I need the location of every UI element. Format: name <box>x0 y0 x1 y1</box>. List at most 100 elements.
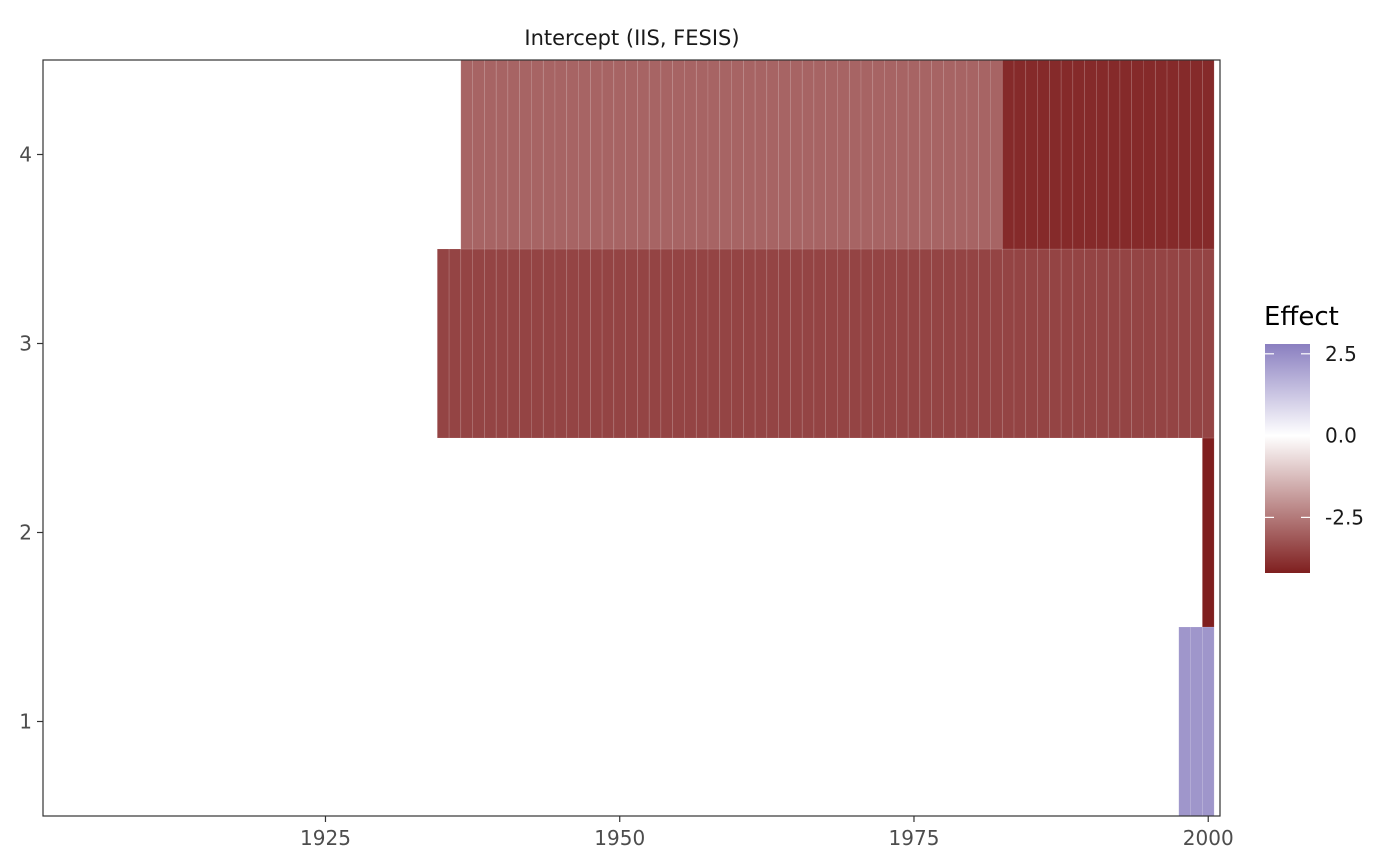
cell-row3-1975 <box>907 248 921 439</box>
cell-row4-1991 <box>1096 59 1109 250</box>
y-tick-label-3: 3 <box>19 332 32 356</box>
cell-row4-2000 <box>1202 59 1215 250</box>
cell-row4-1939 <box>484 59 497 250</box>
cell-row4-1990 <box>1084 59 1097 250</box>
cell-row3-1973 <box>884 248 897 439</box>
cell-row3-2000 <box>1202 248 1215 439</box>
cell-row4-1963 <box>766 59 779 250</box>
x-tick-label-1975: 1975 <box>889 826 940 850</box>
cell-row4-1972 <box>872 59 885 250</box>
cell-row4-1968 <box>825 59 838 250</box>
cell-row4-1962 <box>754 59 768 250</box>
cell-row3-1984 <box>1013 248 1027 439</box>
chart-title: Intercept (IIS, FESIS) <box>524 26 739 50</box>
cell-row4-1983 <box>1001 59 1015 250</box>
cell-row3-1937 <box>460 248 473 439</box>
cell-row4-1949 <box>601 59 615 250</box>
cell-row3-1966 <box>801 248 815 439</box>
cell-row3-1938 <box>472 248 485 439</box>
cell-row4-1948 <box>590 59 603 250</box>
legend-tick-label-2: -2.5 <box>1325 505 1364 529</box>
cell-row3-1959 <box>719 248 732 439</box>
cell-row3-1943 <box>531 248 544 439</box>
cell-row4-1950 <box>613 59 626 250</box>
cell-row4-1978 <box>943 59 956 250</box>
cell-row4-1989 <box>1072 59 1085 250</box>
cell-row2-2000 <box>1202 437 1215 628</box>
cell-row4-1955 <box>672 59 685 250</box>
cell-row3-1952 <box>637 248 650 439</box>
cell-row1-2000 <box>1202 626 1215 817</box>
cell-row3-1977 <box>931 248 944 439</box>
cell-row4-1940 <box>495 59 509 250</box>
legend-colorbar <box>1265 344 1310 573</box>
cell-row4-1961 <box>743 59 756 250</box>
cell-row4-1956 <box>684 59 697 250</box>
cell-row4-1975 <box>907 59 921 250</box>
cell-row4-1997 <box>1166 59 1180 250</box>
cell-row3-1944 <box>542 248 556 439</box>
cell-row4-1971 <box>860 59 874 250</box>
cell-row3-1956 <box>684 248 697 439</box>
cell-row1-1998 <box>1178 626 1191 817</box>
cell-row3-1987 <box>1049 248 1062 439</box>
cell-row4-1937 <box>460 59 473 250</box>
x-axis: 1925 1950 1975 2000 <box>300 816 1234 850</box>
cell-row3-1978 <box>943 248 956 439</box>
y-tick-label-4: 4 <box>19 143 32 167</box>
cell-row4-1970 <box>848 59 862 250</box>
cell-row3-1990 <box>1084 248 1097 439</box>
cell-row3-1991 <box>1096 248 1109 439</box>
panel-border <box>42 59 1221 817</box>
y-tick-label-1: 1 <box>19 710 32 734</box>
cell-row3-1971 <box>860 248 874 439</box>
cell-row3-1941 <box>507 248 520 439</box>
cell-row3-1983 <box>1001 248 1015 439</box>
cell-row4-1976 <box>919 59 932 250</box>
cell-row4-1994 <box>1131 59 1144 250</box>
cell-row3-1970 <box>848 248 862 439</box>
cell-row4-1944 <box>542 59 556 250</box>
cell-row3-1940 <box>495 248 509 439</box>
cell-row3-1955 <box>672 248 685 439</box>
cell-row3-1951 <box>625 248 638 439</box>
cell-row4-1981 <box>978 59 991 250</box>
cell-row3-1972 <box>872 248 885 439</box>
cell-row3-1992 <box>1107 248 1121 439</box>
cell-row4-1965 <box>790 59 803 250</box>
cell-row4-1966 <box>801 59 815 250</box>
cell-row4-1995 <box>1143 59 1156 250</box>
cell-row3-1954 <box>660 248 673 439</box>
cell-row4-1974 <box>896 59 909 250</box>
cell-row3-1942 <box>519 248 532 439</box>
cell-row3-1936 <box>448 248 462 439</box>
cell-row4-1982 <box>990 59 1003 250</box>
cell-row4-1973 <box>884 59 897 250</box>
cell-row3-1994 <box>1131 248 1144 439</box>
cell-row3-1999 <box>1190 248 1203 439</box>
cell-row4-1947 <box>578 59 591 250</box>
cell-row3-1981 <box>978 248 991 439</box>
cell-row4-1960 <box>731 59 744 250</box>
cell-row3-1947 <box>578 248 591 439</box>
cell-row4-1938 <box>472 59 485 250</box>
cell-row3-1950 <box>613 248 626 439</box>
cell-row3-1945 <box>554 248 568 439</box>
cell-row3-1988 <box>1060 248 1074 439</box>
cell-row3-1957 <box>695 248 709 439</box>
cell-row3-1965 <box>790 248 803 439</box>
cell-row3-1995 <box>1143 248 1156 439</box>
cell-row4-1945 <box>554 59 568 250</box>
cell-row3-1968 <box>825 248 838 439</box>
cell-row4-1993 <box>1119 59 1133 250</box>
legend-tick-label-1: 0.0 <box>1325 424 1357 448</box>
cell-row3-1976 <box>919 248 932 439</box>
cell-row3-1998 <box>1178 248 1191 439</box>
cell-row4-1998 <box>1178 59 1191 250</box>
cell-row3-1969 <box>837 248 850 439</box>
cell-row1-1999 <box>1190 626 1203 817</box>
legend-tick-label-0: 2.5 <box>1325 342 1357 366</box>
cell-row4-1959 <box>719 59 732 250</box>
x-tick-label-1925: 1925 <box>300 826 351 850</box>
